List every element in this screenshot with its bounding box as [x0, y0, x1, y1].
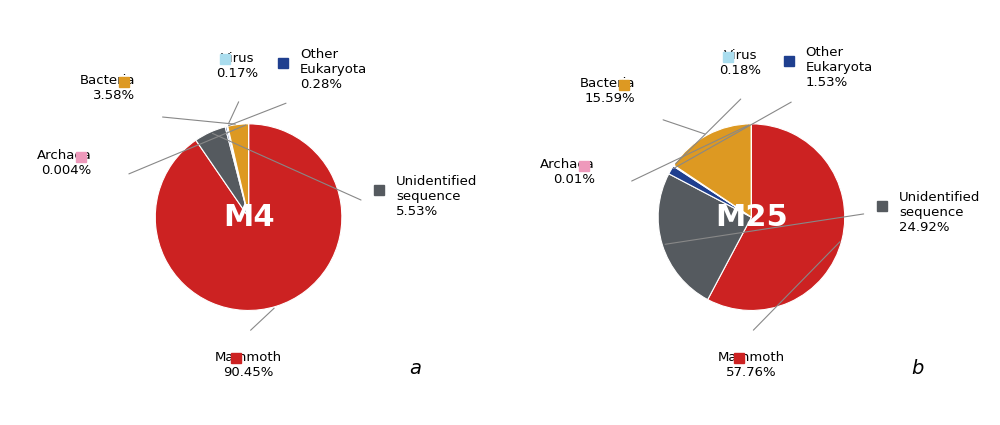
- Text: Mammoth
90.45%: Mammoth 90.45%: [215, 351, 282, 379]
- Wedge shape: [673, 165, 751, 217]
- Wedge shape: [196, 127, 249, 217]
- Text: Unidentified
sequence
5.53%: Unidentified sequence 5.53%: [396, 175, 477, 218]
- Wedge shape: [674, 124, 751, 217]
- Text: Virus
0.18%: Virus 0.18%: [719, 49, 761, 77]
- Text: Archaea
0.004%: Archaea 0.004%: [37, 149, 92, 177]
- Text: Mammoth
57.76%: Mammoth 57.76%: [718, 351, 785, 379]
- Text: Virus
0.17%: Virus 0.17%: [216, 52, 258, 80]
- Wedge shape: [708, 124, 845, 310]
- Text: Other
Eukaryota
1.53%: Other Eukaryota 1.53%: [806, 46, 873, 89]
- Wedge shape: [658, 174, 751, 300]
- Wedge shape: [155, 124, 342, 310]
- Wedge shape: [228, 124, 249, 217]
- Wedge shape: [227, 126, 249, 217]
- Text: a: a: [409, 359, 421, 378]
- Text: M25: M25: [715, 203, 788, 232]
- Text: Bacteria
3.58%: Bacteria 3.58%: [79, 74, 135, 102]
- Text: Other
Eukaryota
0.28%: Other Eukaryota 0.28%: [300, 48, 367, 91]
- Text: b: b: [912, 359, 924, 378]
- Text: Bacteria
15.59%: Bacteria 15.59%: [579, 77, 635, 105]
- Wedge shape: [669, 166, 751, 217]
- Text: M4: M4: [223, 203, 274, 232]
- Text: Unidentified
sequence
24.92%: Unidentified sequence 24.92%: [899, 191, 980, 234]
- Wedge shape: [225, 127, 249, 217]
- Text: Archaea
0.01%: Archaea 0.01%: [540, 159, 595, 187]
